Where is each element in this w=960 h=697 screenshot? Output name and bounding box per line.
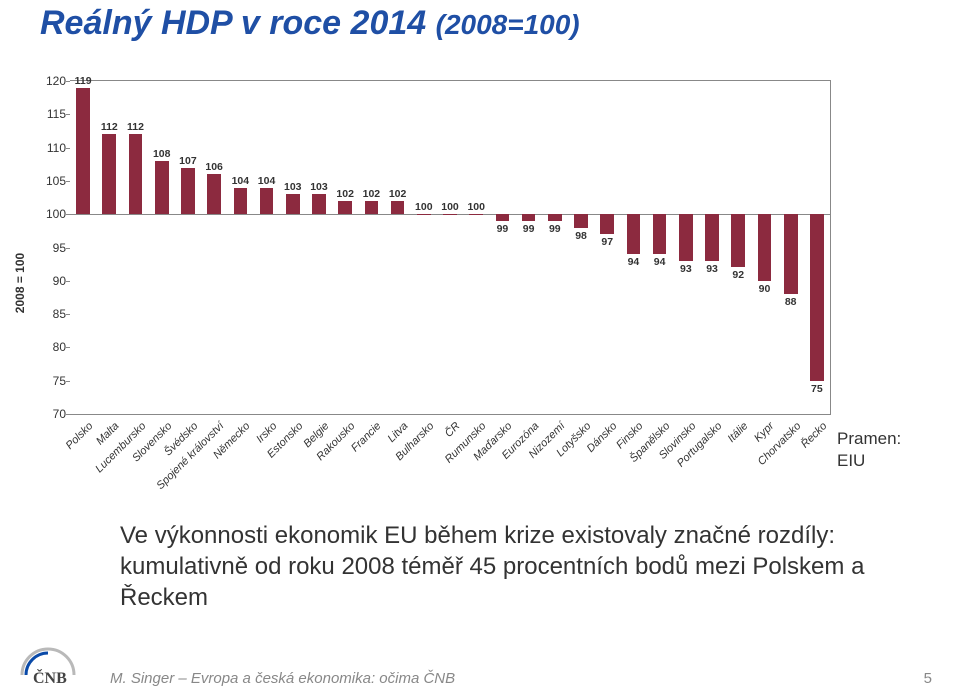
bar-value-label: 93	[706, 263, 718, 275]
y-tick-label: 110	[40, 141, 66, 155]
bar	[155, 161, 169, 214]
bar	[679, 214, 693, 261]
bar-value-label: 104	[232, 175, 250, 187]
bar-value-label: 119	[75, 75, 92, 87]
footer-text: M. Singer – Evropa a česká ekonomika: oč…	[110, 670, 920, 687]
bar-value-label: 99	[497, 223, 509, 235]
bar	[784, 214, 798, 294]
bar	[600, 214, 614, 234]
bar-value-label: 103	[284, 181, 302, 193]
y-tick-label: 95	[40, 241, 66, 255]
bar	[705, 214, 719, 261]
bar	[574, 214, 588, 227]
bar-value-label: 97	[601, 236, 613, 248]
plot-area: 707580859095100105110115120119Polsko112M…	[70, 80, 831, 415]
source-line-2: EIU	[837, 451, 865, 470]
bar-value-label: 102	[363, 188, 381, 200]
y-tick-label: 100	[40, 207, 66, 221]
bar-value-label: 112	[101, 121, 118, 133]
summary-text: Ve výkonnosti ekonomik EU během krize ex…	[120, 520, 920, 614]
y-tick-label: 120	[40, 74, 66, 88]
y-tick-label: 90	[40, 274, 66, 288]
bar-value-label: 104	[258, 175, 276, 187]
bar	[469, 214, 483, 215]
slide: Reálný HDP v roce 2014 (2008=100) 2008 =…	[0, 0, 960, 697]
bar-value-label: 100	[415, 201, 433, 213]
source-line-1: Pramen:	[837, 429, 901, 448]
page-title: Reálný HDP v roce 2014 (2008=100)	[40, 4, 920, 43]
bar	[758, 214, 772, 281]
bar	[338, 201, 352, 214]
bar-value-label: 112	[127, 121, 144, 133]
bar-value-label: 108	[153, 148, 171, 160]
bar	[522, 214, 536, 221]
y-tick-label: 85	[40, 307, 66, 321]
bar	[76, 88, 90, 215]
bar	[234, 188, 248, 215]
bar	[391, 201, 405, 214]
bar	[443, 214, 457, 215]
bar-value-label: 88	[785, 296, 797, 308]
bar	[260, 188, 274, 215]
bar-value-label: 94	[654, 256, 666, 268]
bar-value-label: 107	[179, 155, 197, 167]
bar-value-label: 100	[467, 201, 485, 213]
bar-value-label: 75	[811, 383, 823, 395]
bar	[181, 168, 195, 215]
y-tick-label: 80	[40, 340, 66, 354]
bar	[653, 214, 667, 254]
bar-value-label: 100	[441, 201, 459, 213]
logo: ČNB	[20, 641, 80, 685]
y-tick-label: 75	[40, 374, 66, 388]
bar	[102, 134, 116, 214]
bar-value-label: 98	[575, 230, 587, 242]
bar	[496, 214, 510, 221]
bar-value-label: 90	[759, 283, 771, 295]
bar-value-label: 99	[549, 223, 561, 235]
bar-value-label: 102	[336, 188, 354, 200]
bar-value-label: 94	[628, 256, 640, 268]
bar-value-label: 106	[205, 161, 223, 173]
bar	[365, 201, 379, 214]
gdp-bar-chart: 2008 = 100 70758085909510010511011512011…	[40, 70, 830, 495]
bar	[627, 214, 641, 254]
bar-value-label: 93	[680, 263, 692, 275]
title-sub: (2008=100)	[436, 9, 580, 40]
y-axis-label: 2008 = 100	[13, 252, 27, 312]
bar	[286, 194, 300, 214]
page-number: 5	[924, 670, 932, 687]
bar	[731, 214, 745, 267]
bar-value-label: 92	[732, 269, 744, 281]
bar	[129, 134, 143, 214]
y-tick-label: 70	[40, 407, 66, 421]
logo-text: ČNB	[33, 668, 67, 685]
bar	[810, 214, 824, 381]
bar	[417, 214, 431, 215]
source-label: Pramen: EIU	[837, 428, 901, 472]
bar-value-label: 102	[389, 188, 407, 200]
bar	[312, 194, 326, 214]
y-tick-label: 105	[40, 174, 66, 188]
bar-value-label: 99	[523, 223, 535, 235]
title-main: Reálný HDP v roce 2014	[40, 4, 436, 42]
bar	[207, 174, 221, 214]
y-tick-label: 115	[40, 107, 66, 121]
bar	[548, 214, 562, 221]
bar-value-label: 103	[310, 181, 328, 193]
